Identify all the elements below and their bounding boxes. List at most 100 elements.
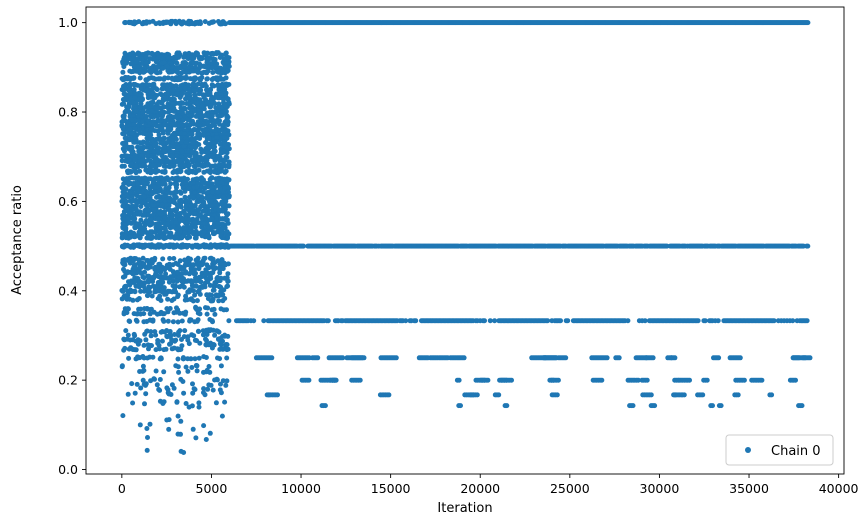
data-point: [125, 391, 131, 397]
data-point: [223, 198, 229, 204]
data-point: [170, 319, 176, 325]
data-point: [128, 234, 134, 240]
data-point: [210, 296, 216, 302]
data-point: [210, 387, 216, 393]
data-point: [196, 287, 202, 293]
data-point: [225, 283, 231, 289]
data-point: [223, 75, 229, 81]
data-point: [175, 235, 181, 241]
data-point: [217, 55, 223, 60]
data-point: [119, 158, 125, 164]
data-point: [197, 340, 203, 346]
data-point: [211, 140, 217, 146]
data-point: [217, 356, 223, 362]
data-point: [162, 122, 168, 127]
data-point: [133, 317, 139, 323]
data-point: [220, 378, 226, 384]
data-point: [158, 278, 164, 284]
data-point: [149, 217, 154, 223]
data-point: [144, 319, 150, 324]
data-point: [182, 188, 188, 194]
data-point: [146, 50, 152, 56]
data-point: [193, 224, 198, 230]
data-point: [137, 225, 143, 231]
data-points: [119, 18, 813, 455]
data-point: [119, 363, 125, 369]
data-point: [222, 244, 228, 250]
data-point: [121, 309, 127, 315]
data-point: [125, 332, 131, 338]
data-point: [151, 114, 157, 120]
data-point: [206, 327, 212, 333]
data-point: [222, 135, 228, 141]
data-point: [209, 292, 215, 298]
data-point: [137, 422, 143, 428]
data-point: [124, 207, 130, 212]
data-point: [216, 283, 222, 289]
data-point: [201, 63, 206, 69]
data-point: [211, 149, 217, 154]
data-point: [135, 51, 141, 57]
data-point: [129, 131, 135, 137]
data-point: [160, 256, 166, 262]
data-point: [132, 95, 138, 101]
data-point: [196, 91, 202, 97]
data-point: [207, 90, 213, 96]
data-point: [122, 148, 127, 154]
data-point: [143, 391, 149, 397]
data-point: [155, 242, 161, 248]
data-point: [182, 131, 188, 137]
data-point: [145, 278, 151, 284]
data-point: [154, 106, 160, 112]
data-point: [121, 91, 127, 97]
data-point: [219, 229, 225, 235]
data-point: [209, 203, 215, 209]
data-point: [221, 194, 226, 200]
data-point: [225, 234, 230, 240]
data-point: [120, 260, 126, 266]
data-point: [145, 208, 151, 214]
data-point: [185, 356, 191, 362]
data-point: [217, 341, 223, 347]
data-point: [193, 305, 199, 311]
data-point: [194, 51, 200, 57]
data-point: [225, 220, 231, 226]
data-point: [224, 117, 230, 123]
data-point: [128, 287, 133, 293]
data-point: [138, 288, 144, 294]
data-point: [222, 141, 228, 147]
data-point: [133, 59, 139, 65]
data-point: [181, 54, 187, 60]
data-point: [145, 202, 151, 208]
data-point: [129, 117, 135, 123]
data-point: [221, 287, 227, 293]
data-point: [156, 188, 162, 194]
data-point: [225, 162, 231, 168]
data-point: [173, 260, 179, 266]
data-point: [174, 60, 180, 66]
data-point: [203, 140, 208, 146]
data-point: [193, 435, 199, 441]
data-point: [137, 130, 143, 136]
data-point: [150, 279, 156, 284]
data-point: [213, 400, 219, 406]
data-point: [148, 69, 154, 75]
data-point: [200, 332, 206, 338]
data-point: [138, 86, 144, 92]
data-point: [129, 161, 135, 167]
data-point: [157, 377, 163, 382]
data-point: [183, 139, 189, 145]
data-point: [120, 97, 126, 102]
data-point: [208, 382, 214, 388]
data-point: [205, 161, 211, 167]
data-point: [197, 306, 203, 312]
data-point: [166, 426, 172, 432]
data-point: [194, 363, 200, 369]
data-point: [202, 113, 208, 119]
data-point: [205, 296, 211, 302]
data-point: [201, 229, 207, 235]
data-point: [148, 235, 153, 241]
data-point: [199, 243, 205, 249]
data-point: [168, 83, 174, 88]
data-point: [165, 318, 171, 324]
